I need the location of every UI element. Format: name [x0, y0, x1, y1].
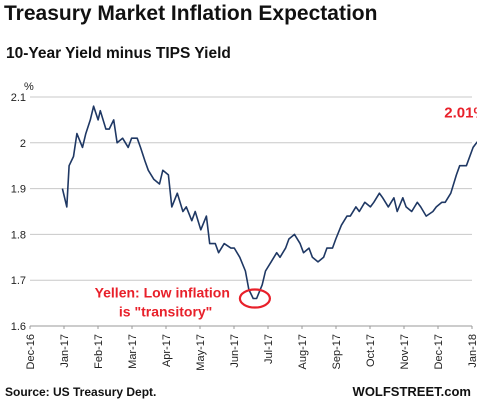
annotations: 2.01% Yellen: Low inflation is "transitory… — [95, 105, 477, 320]
x-tick-label: Dec-17 — [433, 334, 445, 369]
y-tick-label: 1.9 — [11, 184, 26, 196]
end-value-label: 2.01% — [444, 105, 477, 122]
x-tick-label: Sep-17 — [331, 334, 343, 369]
source-note: Source: US Treasury Dept. — [5, 385, 157, 399]
x-tick-label: Aug-17 — [297, 334, 309, 369]
x-tick-label: Mar-17 — [127, 334, 139, 369]
x-tick-label: Jan-18 — [467, 334, 477, 368]
y-tick-label: 2 — [20, 138, 26, 150]
axes: 1.6 1.7 1.8 1.9 2 2.1% Dec-16 Jan-17 Feb-17 Mar-1… — [11, 81, 477, 371]
series-layer — [61, 105, 477, 300]
chart-title: Treasury Market Inflation Expectation — [4, 2, 378, 25]
series-line — [61, 105, 477, 300]
x-tick-label: Jun-17 — [229, 334, 241, 368]
y-tick-label: 1.8 — [11, 229, 26, 241]
x-tick-label: Feb-17 — [93, 334, 105, 369]
chart-subtitle: 10-Year Yield minus TIPS Yield — [6, 45, 231, 62]
y-tick-label: 1.7 — [11, 275, 26, 287]
x-tick-label: Jan-17 — [59, 334, 71, 368]
x-tick-label: May-17 — [195, 334, 207, 371]
annotation-text-line1: Yellen: Low inflation — [95, 285, 230, 301]
x-tick-label: Apr-17 — [161, 334, 173, 367]
y-axis-label: % — [24, 81, 34, 93]
y-tick-label: 2.1 — [11, 92, 26, 104]
x-tick-label: Oct-17 — [365, 334, 377, 367]
x-tick-label: Jul-17 — [263, 334, 275, 364]
y-tick-label: 1.6 — [11, 321, 26, 333]
low-point-circle — [238, 288, 272, 309]
annotation-text-line2: is "transitory" — [119, 304, 212, 320]
x-tick-label: Dec-16 — [25, 334, 37, 369]
brand-logo-text: WOLFSTREET.com — [352, 384, 471, 399]
x-tick-label: Nov-17 — [399, 334, 411, 369]
